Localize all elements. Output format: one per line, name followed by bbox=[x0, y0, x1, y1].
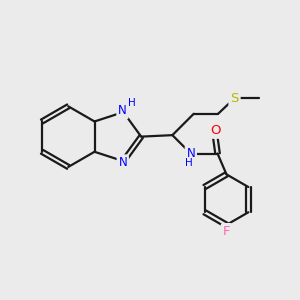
Text: H: H bbox=[128, 98, 136, 108]
Text: N: N bbox=[118, 104, 127, 117]
Text: F: F bbox=[223, 225, 230, 238]
Text: S: S bbox=[230, 92, 239, 105]
Text: N: N bbox=[186, 147, 195, 160]
Text: N: N bbox=[118, 156, 127, 169]
Text: O: O bbox=[210, 124, 220, 137]
Text: H: H bbox=[185, 158, 193, 168]
